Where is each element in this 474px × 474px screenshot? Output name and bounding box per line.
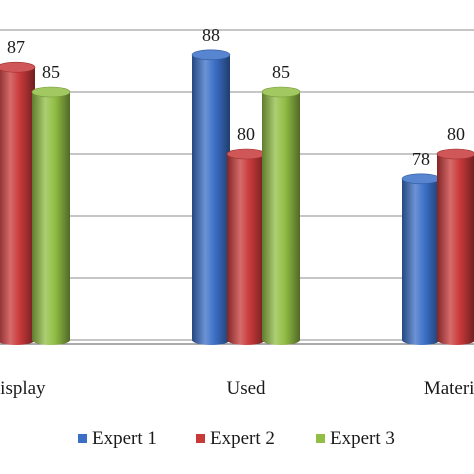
legend-swatch [196,434,205,443]
data-label: 80 [447,124,465,144]
legend-label: Expert 1 [92,428,157,449]
data-label: 78 [412,149,430,169]
bar-display-expert-3 [31,86,71,345]
legend: Expert 1 Expert 2 Expert 3 [78,428,395,449]
bar-display-expert-2 [0,61,36,345]
data-label: 88 [202,25,220,45]
data-label: 85 [272,62,290,82]
data-label: 87 [7,37,25,57]
bar-used-expert-2 [226,148,266,345]
data-label: 80 [237,124,255,144]
bar-material-expert-2 [436,148,474,345]
legend-item-expert-1: Expert 1 [78,428,157,449]
category-label: Material [424,378,474,399]
category-label: Used [226,378,266,399]
bars: 8087858880857880 [0,25,474,346]
bar-used-expert-3 [261,86,301,345]
bar-used-expert-1 [191,49,231,346]
legend-swatch [316,434,325,443]
category-label: Display [0,378,46,399]
category-labels: Display Used Material [0,378,474,399]
legend-label: Expert 2 [210,428,275,449]
legend-label: Expert 3 [330,428,395,449]
legend-swatch [78,434,87,443]
legend-item-expert-2: Expert 2 [196,428,275,449]
bar-material-expert-1 [401,173,441,345]
legend-item-expert-3: Expert 3 [316,428,395,449]
data-label: 85 [42,62,60,82]
